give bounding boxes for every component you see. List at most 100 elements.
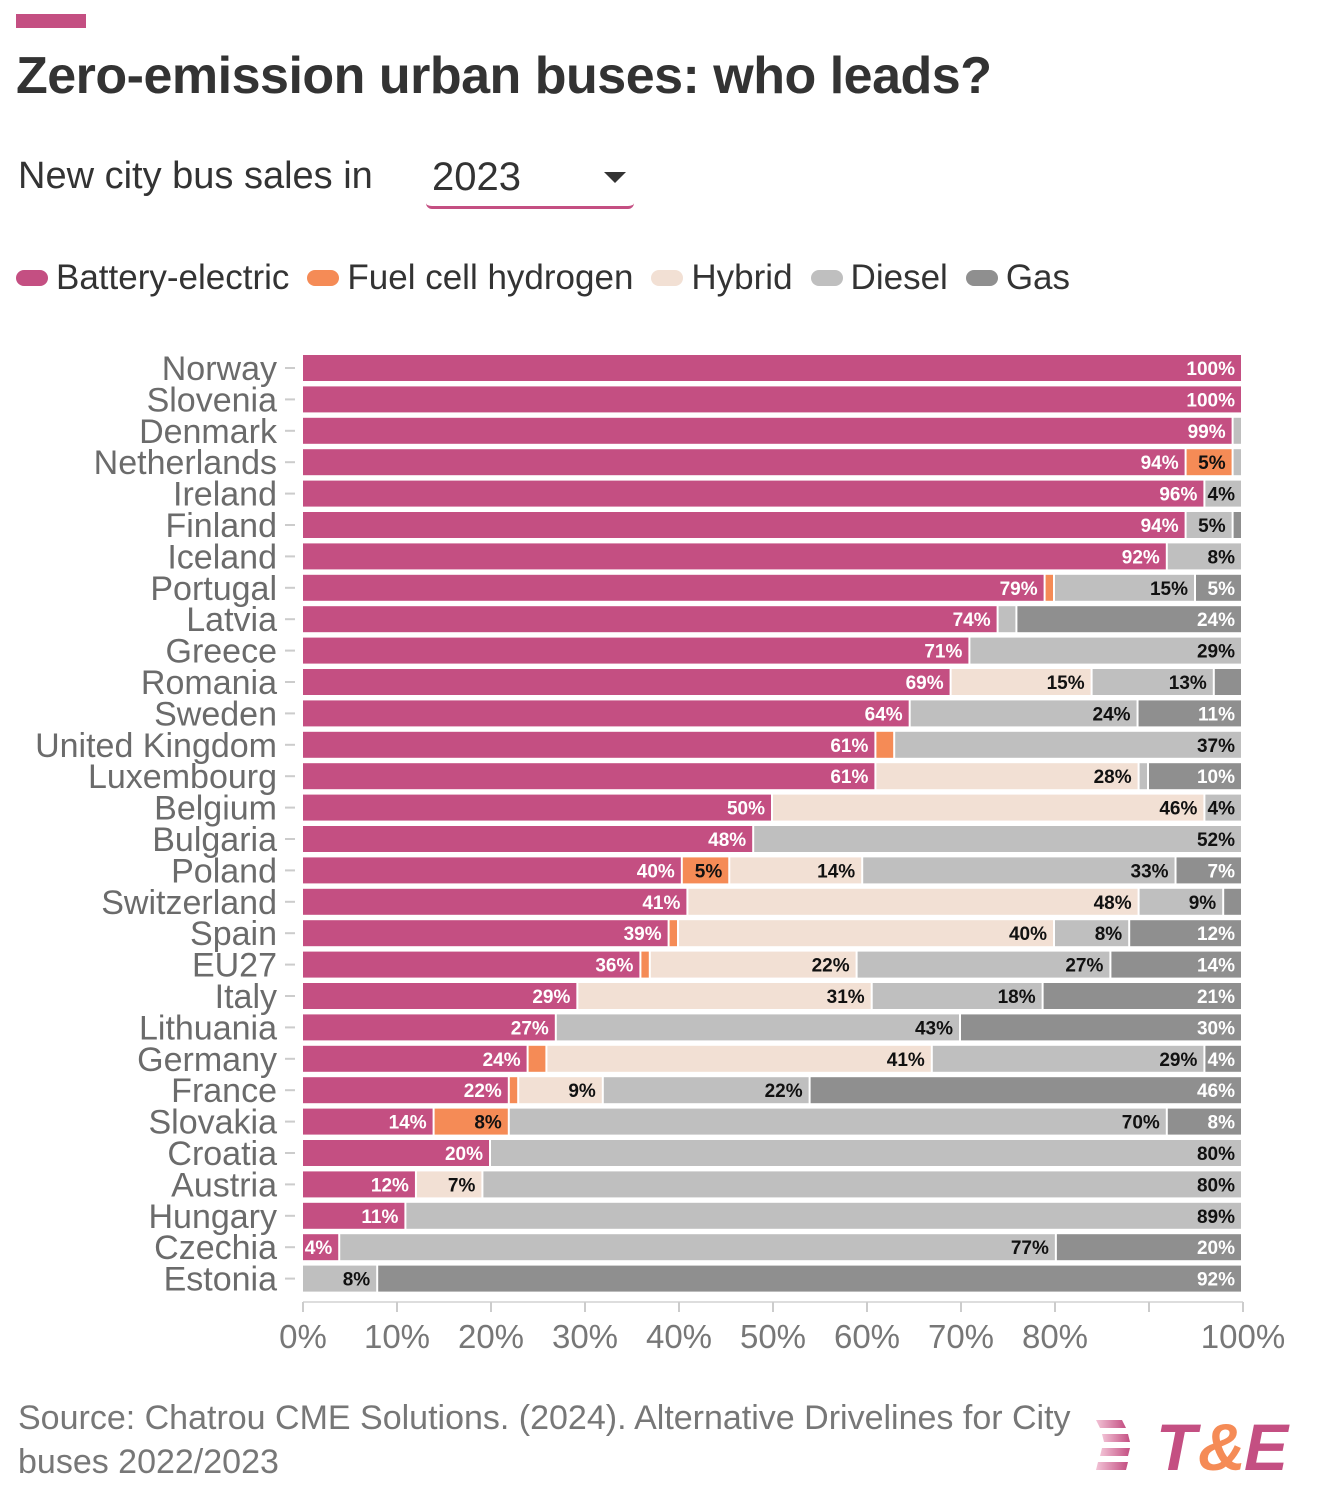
title-accent-bar <box>16 14 86 28</box>
data-label: 15% <box>1047 673 1085 694</box>
bar-segment-gas <box>1205 1045 1241 1072</box>
legend-item: Gas <box>965 258 1071 298</box>
data-label: 69% <box>906 673 944 694</box>
data-label: 27% <box>1065 956 1103 977</box>
country-label: Sweden <box>154 695 277 733</box>
x-tick-label: 70% <box>928 1318 994 1355</box>
bar-segment-gas <box>1130 920 1241 947</box>
data-label: 10% <box>1197 767 1235 788</box>
bar-segment-fuel-cell-hydrogen <box>682 857 729 884</box>
bar-segment-diesel <box>556 1014 959 1041</box>
data-label: 4% <box>1208 799 1236 820</box>
bar-segment-diesel <box>1055 574 1194 601</box>
data-label: 46% <box>1159 799 1197 820</box>
bar-segment-gas <box>1149 763 1241 790</box>
data-label: 64% <box>865 704 903 725</box>
country-label: France <box>171 1072 277 1110</box>
country-label: Netherlands <box>94 444 277 482</box>
bar-segment-gas <box>1138 700 1241 727</box>
data-label: 41% <box>887 1050 925 1071</box>
data-label: 18% <box>998 987 1036 1008</box>
country-label: Germany <box>137 1041 277 1079</box>
country-label: Denmark <box>139 413 278 451</box>
country-label: Bulgaria <box>152 821 277 859</box>
data-label: 9% <box>568 1081 596 1102</box>
data-label: 4% <box>1208 1050 1236 1071</box>
data-label: 4% <box>305 1238 333 1259</box>
data-label: 8% <box>1208 1113 1236 1134</box>
data-label: 21% <box>1197 987 1235 1008</box>
bar-segment-battery-electric <box>303 826 753 852</box>
legend: Battery-electric Fuel cell hydrogen Hybr… <box>16 258 1088 298</box>
bar-segment-battery-electric <box>303 386 1241 413</box>
source-note: Source: Chatrou CME Solutions. (2024). A… <box>18 1399 1071 1481</box>
bar-segment-battery-electric <box>303 951 640 978</box>
subtitle: New city bus sales in <box>18 155 373 197</box>
bar-segment-diesel <box>603 1077 809 1104</box>
data-label: 11% <box>1198 704 1235 725</box>
bar-segment-fuel-cell-hydrogen <box>1186 449 1232 476</box>
data-label: 74% <box>953 610 991 631</box>
country-label: United Kingdom <box>35 727 277 765</box>
data-label: 50% <box>727 799 765 820</box>
bar-segment-fuel-cell-hydrogen <box>509 1077 518 1104</box>
data-label: 4% <box>1208 485 1236 506</box>
bar-segment-diesel <box>509 1108 1166 1135</box>
bar-segment-gas <box>961 1014 1241 1041</box>
bar-segment-fuel-cell-hydrogen <box>528 1045 546 1072</box>
country-label: Poland <box>171 852 277 890</box>
data-label: 14% <box>1197 956 1235 977</box>
bar-segment-battery-electric <box>303 731 875 758</box>
year-dropdown[interactable]: 2023 <box>426 150 634 209</box>
data-label: 33% <box>1131 861 1169 882</box>
data-label: 89% <box>1197 1207 1235 1228</box>
data-label: 80% <box>1197 1175 1235 1196</box>
data-label: 14% <box>389 1113 427 1134</box>
x-tick-label: 80% <box>1022 1318 1088 1355</box>
bar-segment-hybrid <box>688 888 1138 915</box>
legend-label: Battery-electric <box>56 258 290 297</box>
bar-segment-gas <box>1176 857 1241 884</box>
data-label: 36% <box>595 956 633 977</box>
bar-segment-gas <box>810 1077 1241 1104</box>
legend-item: Fuel cell hydrogen <box>307 258 633 298</box>
bar-segment-battery-electric <box>303 480 1204 507</box>
bar-segment-gas <box>1196 574 1241 601</box>
bar-segment-gas <box>1233 512 1241 538</box>
bar-segment-diesel <box>1055 920 1129 947</box>
bar-segment-battery-electric <box>303 417 1232 444</box>
bar-segment-hybrid <box>951 669 1091 695</box>
bar-segment-hybrid <box>519 1077 602 1104</box>
data-label: 7% <box>448 1175 476 1196</box>
bar-segment-hybrid <box>876 763 1138 790</box>
bar-segment-battery-electric <box>303 920 668 947</box>
data-label: 7% <box>1208 861 1236 882</box>
bar-segment-fuel-cell-hydrogen <box>1045 574 1053 601</box>
bar-segment-battery-electric <box>303 449 1185 476</box>
data-label: 22% <box>464 1081 502 1102</box>
bar-segment-hybrid <box>730 857 862 884</box>
bar-segment-diesel <box>1092 669 1213 695</box>
country-label: Iceland <box>167 538 277 576</box>
data-label: 61% <box>830 767 868 788</box>
data-label: 30% <box>1197 1018 1235 1039</box>
data-label: 24% <box>1197 610 1235 631</box>
data-label: 94% <box>1141 453 1179 474</box>
data-label: 31% <box>827 987 865 1008</box>
bar-segment-battery-electric <box>303 1171 415 1198</box>
bar-segment-fuel-cell-hydrogen <box>876 731 894 758</box>
data-label: 43% <box>915 1018 953 1039</box>
data-label: 15% <box>1150 579 1188 600</box>
bar-segment-gas <box>1017 606 1241 633</box>
bar-segment-battery-electric <box>303 1014 555 1041</box>
data-label: 46% <box>1197 1081 1235 1102</box>
bar-segment-battery-electric <box>303 512 1185 538</box>
data-label: 52% <box>1197 830 1235 851</box>
bar-segment-battery-electric <box>303 888 687 915</box>
bar-segment-diesel <box>303 1265 377 1292</box>
data-label: 29% <box>532 987 570 1008</box>
stacked-bar-chart: Norway 100% Slovenia 100% Denmark 99% Netherla… <box>35 350 1285 1355</box>
legend-label: Gas <box>1005 258 1071 297</box>
bar-segment-diesel <box>406 1202 1241 1229</box>
data-label: 100% <box>1186 390 1235 411</box>
